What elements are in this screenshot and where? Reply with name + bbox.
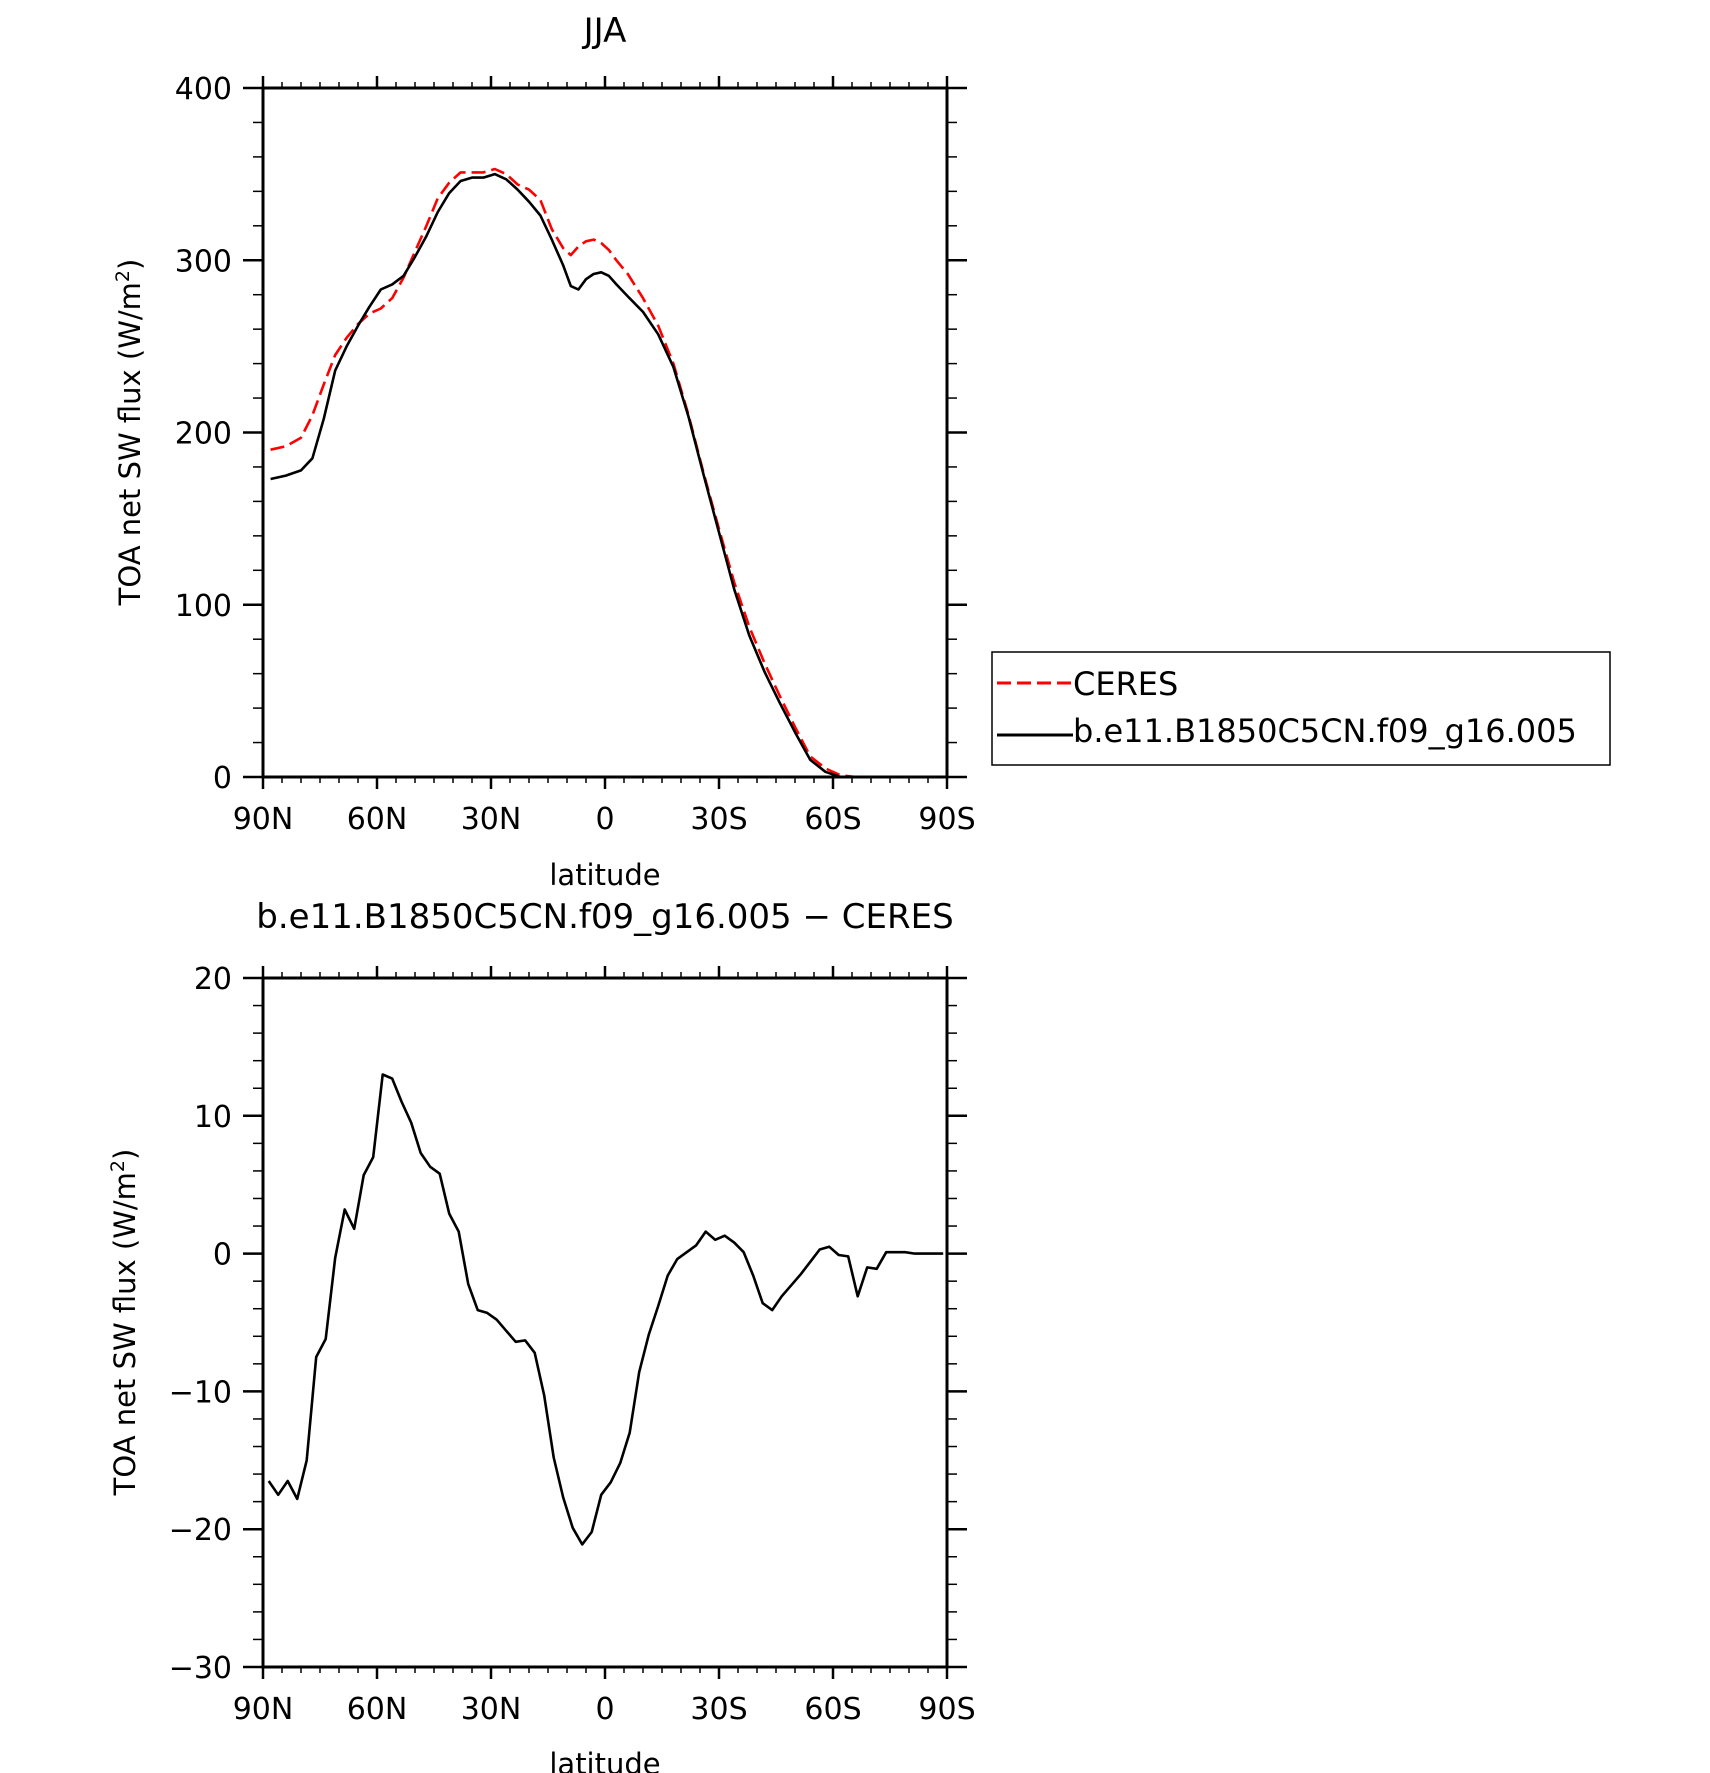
x-tick-label: 60N xyxy=(347,802,408,837)
y-tick-label: 10 xyxy=(194,1100,232,1135)
legend-box xyxy=(991,651,1611,766)
y-tick-label: 0 xyxy=(213,1238,232,1273)
x-tick-label: 60N xyxy=(347,1692,408,1727)
series-line xyxy=(267,1073,944,1546)
y-tick-label: 200 xyxy=(175,417,232,452)
plot-frame xyxy=(261,976,949,1669)
x-tick-label: 30S xyxy=(690,802,747,837)
axis-ticks: 90N 60N 30N 0 30S 60S 90S 0 100 200 300 400 xyxy=(175,72,976,837)
chart-title: b.e11.B1850C5CN.f09_g16.005 − CERES xyxy=(256,897,953,937)
x-tick-label: 90N xyxy=(233,1692,294,1727)
y-tick-label: 0 xyxy=(213,761,232,796)
legend: CERES b.e11.B1850C5CN.f09_g16.005 xyxy=(991,651,1611,766)
x-tick-label: 30N xyxy=(461,1692,522,1727)
y-tick-label: 20 xyxy=(194,962,232,997)
series-line xyxy=(270,172,944,779)
y-tick-label: 100 xyxy=(175,589,232,624)
y-tick-label: 400 xyxy=(175,72,232,107)
x-axis-label: latitude xyxy=(549,858,660,892)
legend-label-ceres: CERES xyxy=(1073,665,1178,703)
y-tick-label: −10 xyxy=(169,1375,232,1410)
y-axis-label: TOA net SW flux (W/m2) xyxy=(107,1149,142,1497)
chart-title: JJA xyxy=(582,11,627,51)
y-tick-label: −20 xyxy=(169,1513,232,1548)
x-tick-label: 0 xyxy=(595,802,614,837)
x-tick-label: 30S xyxy=(690,1692,747,1727)
series-line xyxy=(270,167,944,779)
x-tick-label: 0 xyxy=(595,1692,614,1727)
legend-label-model: b.e11.B1850C5CN.f09_g16.005 xyxy=(1073,712,1577,750)
series-lines xyxy=(267,1073,944,1546)
y-tick-label: 300 xyxy=(175,244,232,279)
x-tick-label: 90S xyxy=(918,1692,975,1727)
x-axis-label: latitude xyxy=(549,1747,660,1773)
series-lines xyxy=(270,167,944,779)
x-tick-label: 60S xyxy=(804,1692,861,1727)
x-tick-label: 60S xyxy=(804,802,861,837)
x-tick-label: 90S xyxy=(918,802,975,837)
y-axis-label: TOA net SW flux (W/m2) xyxy=(112,259,147,607)
axis-ticks: 90N 60N 30N 0 30S 60S 90S −30 −20 −10 0 10 20 xyxy=(169,962,976,1727)
chart-top-panel: JJA 90N 60N 30N 0 30S 60S 90S 0 100 200 300 400 lat… xyxy=(112,11,1611,892)
x-tick-label: 30N xyxy=(461,802,522,837)
chart-bottom-panel: b.e11.B1850C5CN.f09_g16.005 − CERES 90N 6… xyxy=(107,897,976,1773)
y-tick-label: −30 xyxy=(169,1651,232,1686)
x-tick-label: 90N xyxy=(233,802,294,837)
plot-frame xyxy=(261,86,949,779)
